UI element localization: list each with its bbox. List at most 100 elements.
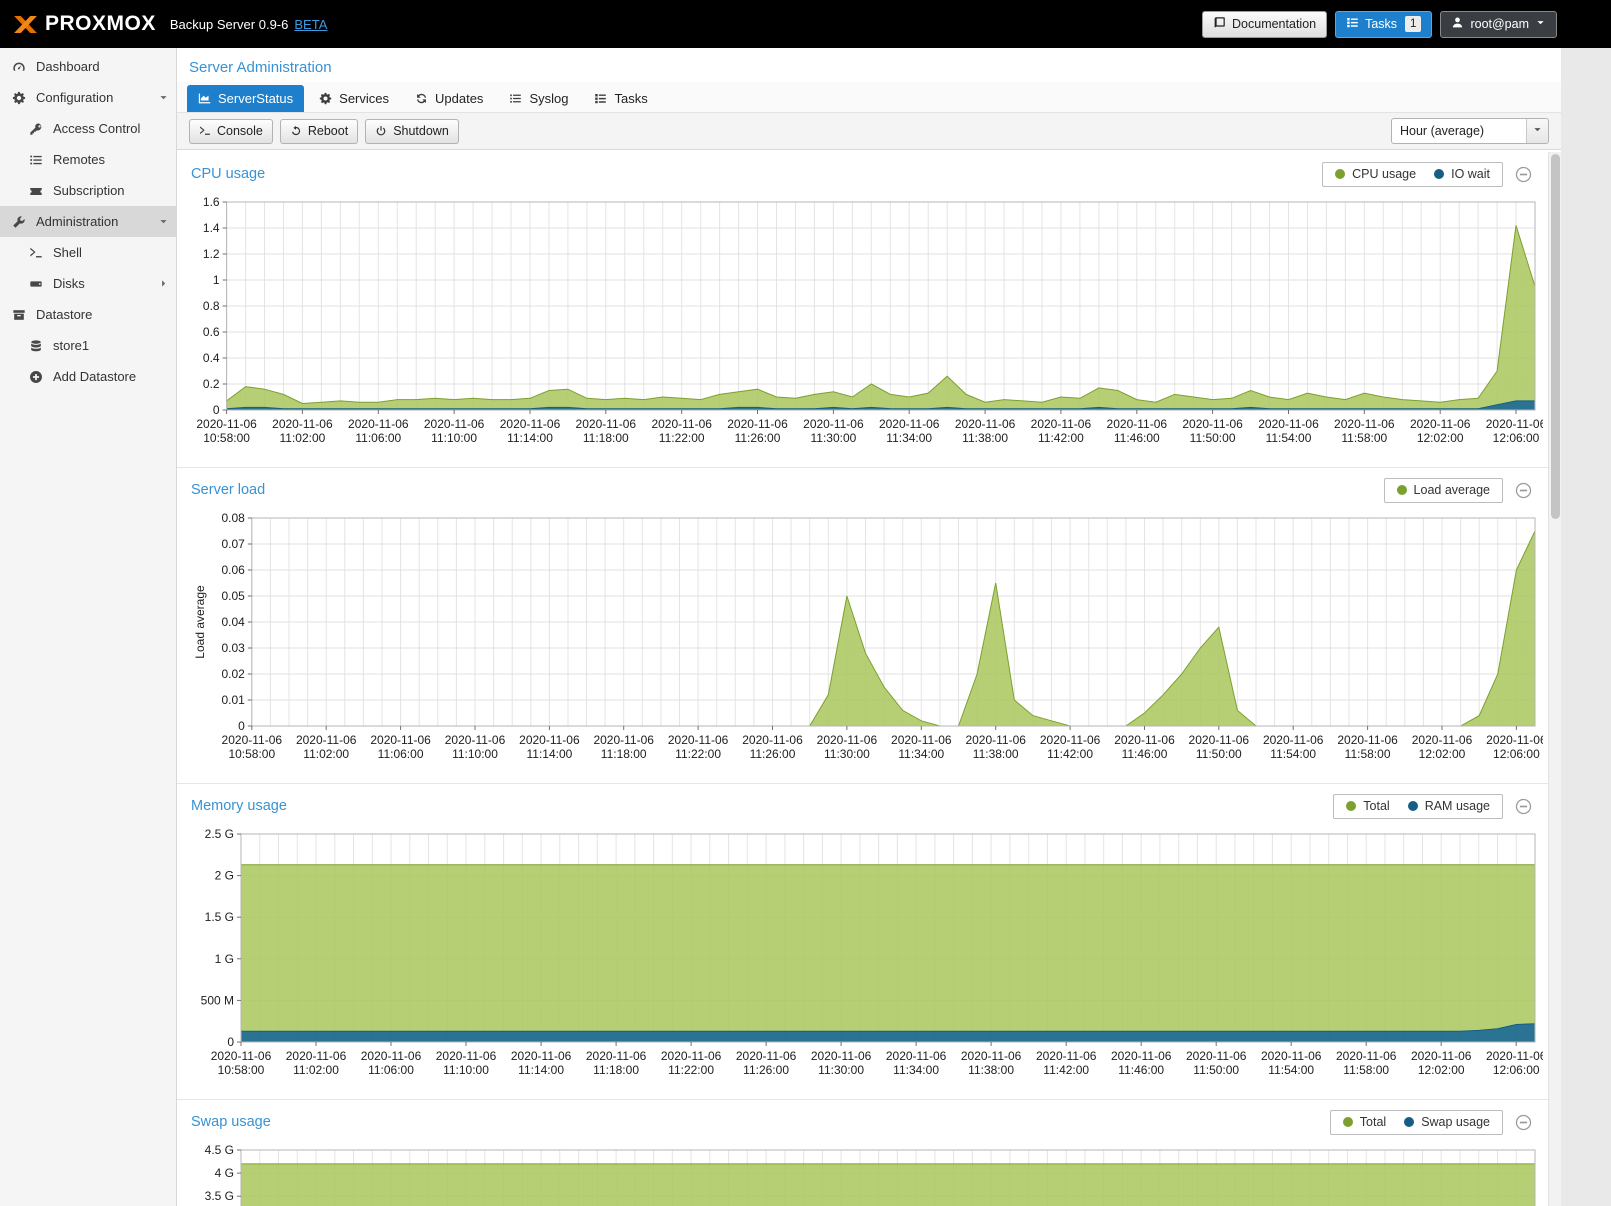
- tab-syslog[interactable]: Syslog: [498, 85, 579, 112]
- svg-text:2020-11-06: 2020-11-06: [1261, 1049, 1322, 1063]
- svg-text:2020-11-06: 2020-11-06: [817, 733, 878, 747]
- legend-dot-icon: [1342, 1117, 1353, 1127]
- tasks-button[interactable]: Tasks 1: [1335, 10, 1433, 38]
- svg-text:11:02:00: 11:02:00: [303, 747, 349, 761]
- sidebar-item-subscription[interactable]: Subscription: [0, 175, 176, 206]
- svg-text:2020-11-06: 2020-11-06: [348, 417, 409, 431]
- svg-text:11:38:00: 11:38:00: [973, 747, 1019, 761]
- svg-text:2020-11-06: 2020-11-06: [1336, 1049, 1397, 1063]
- svg-text:4 G: 4 G: [215, 1166, 234, 1180]
- svg-text:2020-11-06: 2020-11-06: [965, 733, 1026, 747]
- svg-text:3.5 G: 3.5 G: [205, 1189, 234, 1203]
- timeframe-select[interactable]: Hour (average): [1391, 118, 1549, 144]
- svg-text:2020-11-06: 2020-11-06: [879, 417, 940, 431]
- collapse-panel-icon[interactable]: [1515, 1114, 1532, 1131]
- beta-link[interactable]: BETA: [294, 16, 328, 32]
- svg-text:2020-11-06: 2020-11-06: [886, 1049, 947, 1063]
- collapse-panel-icon[interactable]: [1515, 166, 1532, 183]
- svg-text:2020-11-06: 2020-11-06: [651, 417, 712, 431]
- power-icon: [375, 125, 387, 137]
- caret-down-icon: [158, 216, 169, 227]
- svg-text:2020-11-06: 2020-11-06: [668, 733, 729, 747]
- svg-text:2020-11-06: 2020-11-06: [1486, 1049, 1543, 1063]
- combo-trigger[interactable]: [1526, 119, 1548, 143]
- svg-text:11:54:00: 11:54:00: [1270, 747, 1316, 761]
- chart-load-plot: 0 0.01 0.02 0.03 0.04 0.05 0.06 0.07 0.08 2020-11…: [193, 511, 1547, 761]
- list-icon: [509, 92, 522, 105]
- sidebar-item-remotes[interactable]: Remotes: [0, 144, 176, 175]
- book-icon: [1213, 16, 1226, 32]
- tab-tasks[interactable]: Tasks: [583, 85, 658, 112]
- scrollbar-thumb[interactable]: [1551, 154, 1560, 519]
- svg-text:11:18:00: 11:18:00: [583, 431, 629, 445]
- collapse-panel-icon[interactable]: [1515, 798, 1532, 815]
- sidebar-item-shell[interactable]: Shell: [0, 237, 176, 268]
- svg-text:11:58:00: 11:58:00: [1341, 431, 1387, 445]
- svg-text:2020-11-06: 2020-11-06: [1258, 417, 1319, 431]
- vertical-scrollbar[interactable]: [1548, 152, 1561, 1206]
- svg-text:2020-11-06: 2020-11-06: [500, 417, 561, 431]
- svg-text:11:46:00: 11:46:00: [1122, 747, 1168, 761]
- svg-text:1.6: 1.6: [203, 196, 220, 209]
- legend-label: Total: [1363, 799, 1390, 813]
- shutdown-button[interactable]: Shutdown: [365, 118, 459, 144]
- svg-text:Load average: Load average: [193, 585, 207, 659]
- svg-text:11:26:00: 11:26:00: [743, 1063, 789, 1077]
- legend-dot-icon: [1346, 801, 1357, 811]
- sidebar-item-label: Access Control: [53, 121, 141, 136]
- refresh-icon: [415, 92, 428, 105]
- sidebar-item-label: Dashboard: [36, 59, 100, 74]
- sidebar-item-administration[interactable]: Administration: [0, 206, 176, 237]
- svg-text:11:58:00: 11:58:00: [1343, 1063, 1389, 1077]
- svg-text:2020-11-06: 2020-11-06: [1031, 417, 1092, 431]
- documentation-button[interactable]: Documentation: [1202, 10, 1328, 38]
- svg-text:2020-11-06: 2020-11-06: [891, 733, 952, 747]
- svg-text:12:02:00: 12:02:00: [1418, 1063, 1465, 1077]
- chart-header: Server load Load average: [191, 468, 1548, 512]
- tab-services[interactable]: Services: [308, 85, 400, 112]
- chart-title: Swap usage: [191, 1114, 271, 1130]
- tab-serverstatus[interactable]: ServerStatus: [187, 85, 305, 112]
- sidebar-item-dashboard[interactable]: Dashboard: [0, 51, 176, 82]
- sidebar-item-label: Datastore: [36, 307, 93, 322]
- svg-text:11:58:00: 11:58:00: [1345, 747, 1391, 761]
- user-menu-button[interactable]: root@pam: [1440, 10, 1557, 38]
- svg-text:0.05: 0.05: [221, 589, 245, 603]
- tasks-count-badge: 1: [1405, 16, 1422, 32]
- collapse-panel-icon[interactable]: [1515, 482, 1532, 499]
- sidebar-item-disks[interactable]: Disks: [0, 268, 176, 299]
- svg-text:11:30:00: 11:30:00: [824, 747, 870, 761]
- chart-area-icon: [198, 92, 211, 105]
- svg-text:2020-11-06: 2020-11-06: [811, 1049, 872, 1063]
- svg-text:0.2: 0.2: [203, 377, 220, 391]
- svg-text:2020-11-06: 2020-11-06: [1337, 733, 1398, 747]
- username-label: root@pam: [1470, 17, 1529, 31]
- sidebar-item-access-control[interactable]: Access Control: [0, 113, 176, 144]
- chart-title: Memory usage: [191, 798, 287, 814]
- sidebar-item-label: Add Datastore: [53, 369, 137, 384]
- svg-text:0.06: 0.06: [221, 563, 245, 577]
- tab-label: Updates: [435, 91, 484, 106]
- svg-text:500 M: 500 M: [201, 993, 234, 1007]
- svg-text:11:30:00: 11:30:00: [810, 431, 856, 445]
- panel-memory-usage: Memory usage Total RAM usage 0 500 M 1 G 1.5 G…: [177, 783, 1548, 1099]
- svg-text:2020-11-06: 2020-11-06: [661, 1049, 722, 1063]
- legend-dot-icon: [1404, 1117, 1415, 1127]
- svg-text:2020-11-06: 2020-11-06: [742, 733, 803, 747]
- svg-text:11:54:00: 11:54:00: [1268, 1063, 1314, 1077]
- tab-updates[interactable]: Updates: [404, 85, 494, 112]
- legend-item-io-wait: IO wait: [1434, 167, 1490, 181]
- main-content: Server Administration ServerStatus Servic…: [177, 48, 1561, 1206]
- sidebar-item-add-datastore[interactable]: Add Datastore: [0, 361, 176, 392]
- console-button[interactable]: Console: [189, 118, 273, 144]
- chart-title: CPU usage: [191, 166, 266, 182]
- sidebar-item-store1[interactable]: store1: [0, 330, 176, 361]
- chart-legend: Load average: [1383, 477, 1503, 503]
- database-icon: [27, 339, 45, 353]
- sidebar-item-datastore[interactable]: Datastore: [0, 299, 176, 330]
- svg-text:12:06:00: 12:06:00: [1493, 747, 1540, 761]
- sidebar-item-configuration[interactable]: Configuration: [0, 82, 176, 113]
- reboot-button[interactable]: Reboot: [279, 118, 359, 144]
- svg-text:1.2: 1.2: [203, 247, 220, 261]
